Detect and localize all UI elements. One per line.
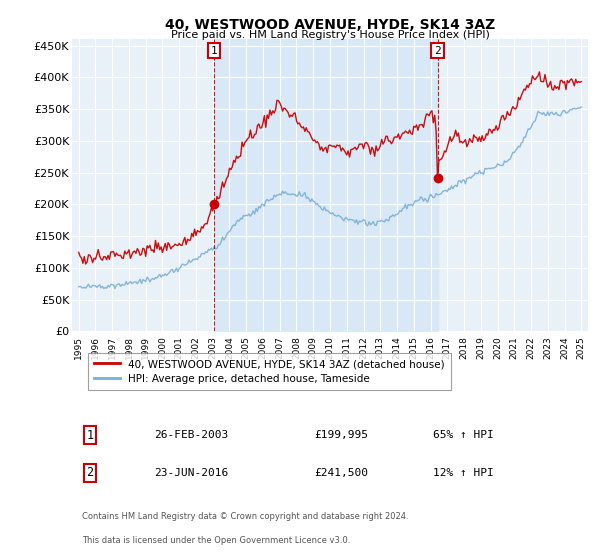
Text: £199,995: £199,995 [314,430,368,440]
Text: 1: 1 [86,429,94,442]
Text: 40, WESTWOOD AVENUE, HYDE, SK14 3AZ: 40, WESTWOOD AVENUE, HYDE, SK14 3AZ [165,18,495,32]
Text: 23-JUN-2016: 23-JUN-2016 [155,468,229,478]
Text: This data is licensed under the Open Government Licence v3.0.: This data is licensed under the Open Gov… [82,536,350,545]
Text: 12% ↑ HPI: 12% ↑ HPI [433,468,494,478]
Text: 26-FEB-2003: 26-FEB-2003 [155,430,229,440]
Text: 65% ↑ HPI: 65% ↑ HPI [433,430,494,440]
Text: 2: 2 [86,466,94,479]
Text: 2: 2 [434,45,441,55]
Text: Price paid vs. HM Land Registry's House Price Index (HPI): Price paid vs. HM Land Registry's House … [170,30,490,40]
Text: 1: 1 [211,45,217,55]
Text: £241,500: £241,500 [314,468,368,478]
Legend: 40, WESTWOOD AVENUE, HYDE, SK14 3AZ (detached house), HPI: Average price, detach: 40, WESTWOOD AVENUE, HYDE, SK14 3AZ (det… [88,353,451,390]
Text: Contains HM Land Registry data © Crown copyright and database right 2024.: Contains HM Land Registry data © Crown c… [82,512,409,521]
